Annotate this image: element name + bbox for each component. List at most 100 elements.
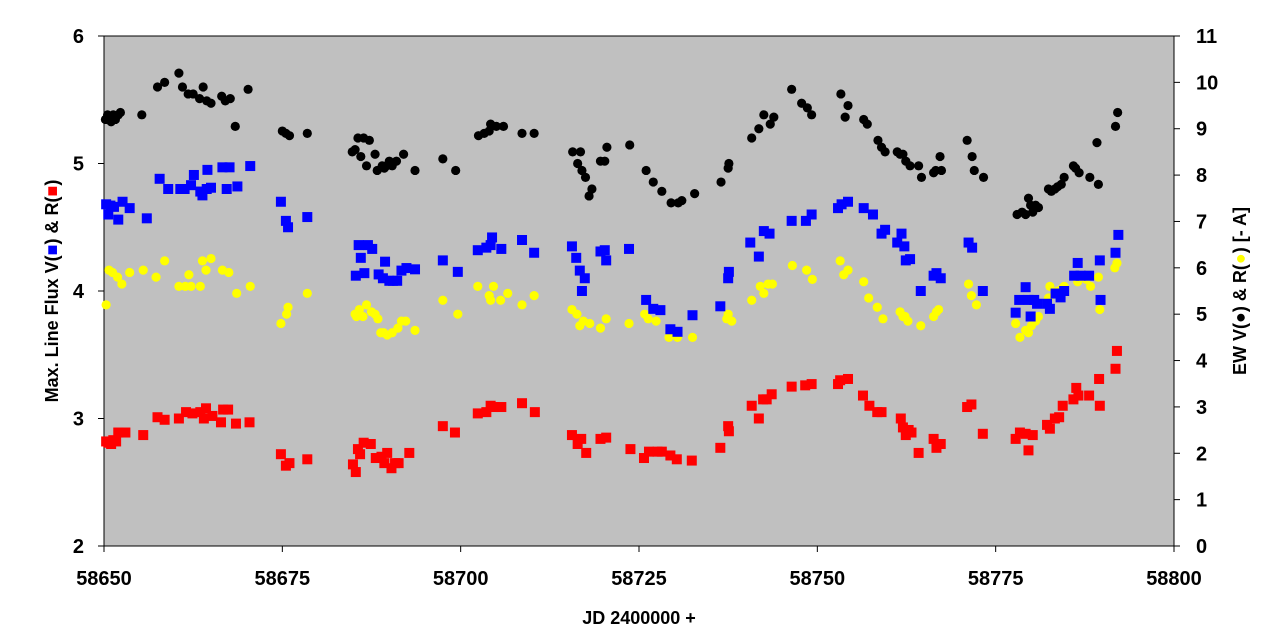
black-circle-point: [916, 172, 927, 183]
yellow-circle-point: [601, 314, 611, 324]
black-circle-point: [410, 165, 420, 176]
black-circle-point: [137, 110, 147, 120]
yellow-circle-point: [361, 300, 372, 310]
black-circle-point: [1110, 121, 1121, 132]
red-square-point: [572, 439, 583, 449]
red-square-point: [601, 432, 612, 443]
red-square-point: [897, 422, 908, 433]
blue-square-point: [1044, 303, 1055, 314]
yellow-circle-point: [206, 253, 216, 264]
blue-square-point: [764, 228, 775, 239]
red-square-point: [173, 413, 184, 424]
black-circle-point: [765, 119, 775, 129]
red-square-point: [1023, 445, 1034, 456]
red-square-point: [1111, 345, 1122, 356]
blue-square-point: [599, 245, 610, 256]
blue-square-point: [745, 237, 756, 248]
yellow-circle-point: [117, 279, 127, 289]
blue-square-point: [655, 305, 666, 316]
x-tick-label: 58775: [968, 568, 1024, 590]
yellow-circle-point: [358, 311, 368, 322]
black-circle-point: [969, 165, 979, 176]
black-circle-point: [802, 103, 812, 113]
blue-square-point: [186, 180, 197, 191]
blue-square-point: [141, 213, 152, 224]
black-circle-point: [962, 135, 972, 145]
black-circle-point: [843, 100, 853, 111]
blue-square-point: [197, 190, 208, 201]
yellow-circle-point: [643, 314, 653, 324]
red-square-point: [350, 467, 361, 478]
black-circle-point: [391, 156, 402, 166]
blue-square-point: [452, 266, 463, 277]
red-square-point: [928, 433, 939, 444]
red-square-point: [900, 430, 911, 441]
black-circle-point: [747, 133, 757, 143]
yellow-circle-point: [138, 265, 148, 275]
yellow-circle-point: [755, 281, 765, 291]
yellow-circle-point: [529, 291, 539, 301]
blue-square-point: [275, 196, 286, 207]
yellow-circle-point: [1095, 304, 1105, 315]
black-circle-point: [936, 165, 947, 176]
yellow-circle-point: [1023, 328, 1034, 338]
red-square-point: [686, 455, 697, 466]
blue-square-point: [1110, 247, 1121, 258]
yellow-circle-point: [1112, 258, 1122, 268]
blue-square-point: [302, 212, 313, 223]
right-axis-title: EW V(●) & R(●) [- A]: [1230, 207, 1250, 375]
red-square-point: [1014, 427, 1025, 438]
right-tick-label: 9: [1196, 119, 1207, 141]
yellow-circle-point: [174, 281, 184, 291]
blue-square-point: [967, 242, 978, 253]
red-square-point: [1071, 382, 1082, 393]
red-square-point: [753, 413, 764, 424]
red-square-point: [643, 446, 654, 457]
black-circle-point: [873, 135, 883, 145]
red-square-point: [187, 408, 198, 419]
red-square-point: [198, 413, 209, 424]
yellow-circle-point: [186, 281, 196, 291]
red-square-point: [207, 410, 218, 421]
yellow-circle-point: [373, 314, 383, 324]
black-circle-point: [1056, 179, 1066, 189]
black-circle-point: [198, 82, 208, 92]
red-square-point: [195, 407, 206, 418]
blue-square-point: [1020, 282, 1031, 293]
black-circle-point: [600, 156, 610, 166]
black-circle-point: [787, 84, 797, 94]
black-circle-point: [602, 142, 612, 152]
blue-square-point: [1084, 270, 1095, 281]
red-square-point: [472, 408, 483, 419]
right-axis-yellow-circle-icon: ●: [1230, 253, 1250, 264]
black-circle-point: [1085, 172, 1095, 183]
red-square-point: [800, 380, 811, 391]
black-circle-point: [716, 177, 726, 187]
yellow-circle-point: [787, 260, 797, 271]
yellow-circle-point: [197, 256, 208, 266]
red-square-point: [656, 446, 667, 457]
black-circle-point: [243, 84, 253, 94]
blue-square-point: [963, 237, 974, 248]
yellow-circle-point: [903, 316, 913, 326]
red-square-point: [181, 407, 192, 418]
blue-square-point: [723, 273, 734, 284]
blue-square-point: [283, 222, 294, 233]
yellow-circle-point: [354, 304, 364, 315]
blue-square-point: [1055, 292, 1066, 303]
blue-square-point: [1075, 270, 1086, 281]
black-circle-point: [625, 140, 635, 150]
red-square-point: [766, 389, 777, 400]
left-axis-title: Max. Line Flux V(■) & R(■): [42, 180, 62, 403]
right-tick-label: 10: [1196, 72, 1218, 94]
black-circle-point: [361, 161, 372, 171]
black-circle-point: [1021, 209, 1031, 220]
blue-square-point: [687, 310, 698, 321]
left-tick-label: 5: [73, 154, 84, 176]
yellow-circle-point: [723, 309, 733, 319]
blue-square-point: [179, 184, 190, 194]
black-circle-point: [898, 149, 908, 159]
data-points: [100, 68, 1124, 478]
yellow-circle-point: [664, 332, 674, 342]
